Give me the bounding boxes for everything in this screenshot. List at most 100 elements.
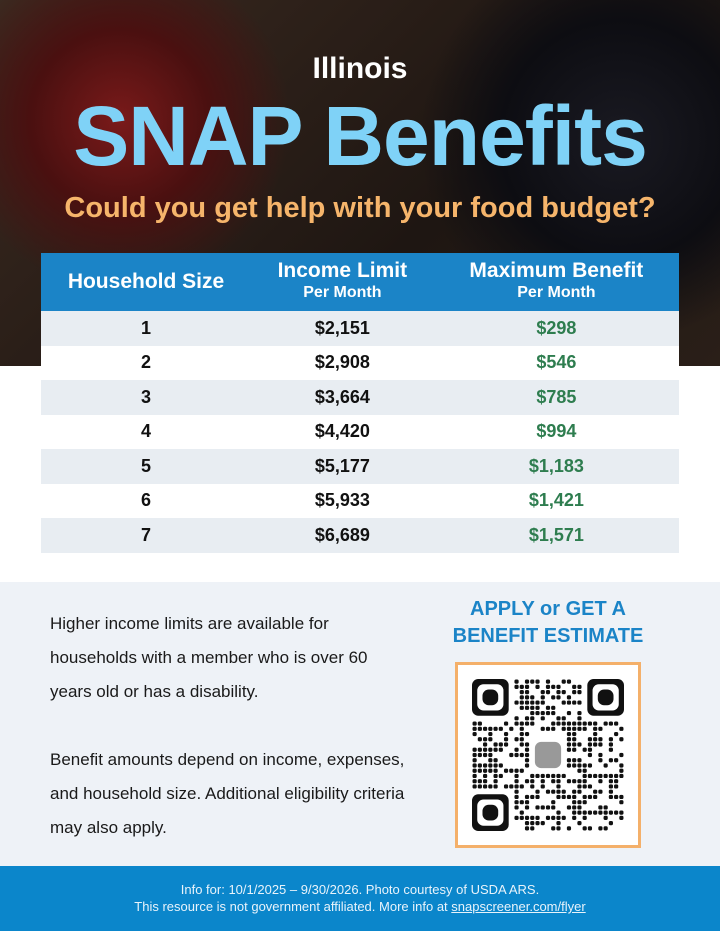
qr-module: [551, 705, 556, 710]
qr-module: [608, 784, 613, 789]
qr-module: [514, 716, 519, 721]
qr-module: [540, 716, 545, 721]
household-size-cell: 2: [41, 345, 251, 380]
qr-module: [603, 810, 608, 815]
qr-module: [551, 800, 556, 805]
qr-module: [472, 784, 477, 789]
qr-module: [477, 779, 482, 784]
qr-module: [493, 768, 498, 773]
qr-module: [514, 747, 519, 752]
table-row: 5 $5,177 $1,183: [41, 449, 679, 484]
qr-module: [556, 690, 561, 695]
qr-module: [498, 742, 503, 747]
qr-module: [566, 742, 572, 747]
qr-module: [598, 773, 603, 779]
max-benefit-cell: $546: [433, 345, 679, 380]
qr-module: [519, 815, 524, 820]
qr-module: [509, 768, 514, 773]
qr-module: [598, 810, 603, 815]
footer-link[interactable]: snapscreener.com/flyer: [451, 899, 586, 914]
qr-module: [509, 784, 514, 789]
qr-module: [608, 821, 613, 826]
qr-module: [530, 784, 535, 789]
qr-module: [535, 705, 540, 710]
income-limit-cell: $3,664: [251, 380, 434, 415]
qr-module: [545, 705, 551, 710]
qr-module: [561, 794, 566, 800]
qr-module: [572, 815, 577, 820]
qr-module: [587, 763, 593, 768]
income-limit-cell: $5,177: [251, 449, 434, 484]
qr-module: [582, 747, 587, 752]
qr-module: [483, 773, 488, 779]
qr-module: [509, 726, 514, 731]
qr-module: [514, 779, 519, 784]
qr-module: [608, 810, 613, 815]
qr-module: [582, 826, 587, 831]
header-max-benefit: Maximum Benefit Per Month: [433, 253, 679, 311]
qr-module: [608, 742, 613, 747]
max-benefit-cell: $1,571: [433, 518, 679, 553]
qr-module: [493, 726, 498, 731]
qr-module: [566, 700, 572, 705]
qr-module: [530, 773, 535, 779]
qr-module: [556, 721, 561, 726]
qr-module: [524, 690, 530, 695]
qr-module: [577, 710, 582, 716]
qr-module: [519, 700, 524, 705]
qr-module: [488, 784, 493, 789]
qr-module: [608, 721, 613, 726]
qr-module: [530, 679, 535, 684]
qr-module: [524, 752, 530, 758]
qr-module: [598, 789, 603, 794]
qr-module: [493, 747, 498, 752]
qr-module: [582, 779, 587, 784]
qr-finder-center: [482, 804, 499, 821]
qr-code-image[interactable]: [472, 679, 624, 831]
qr-module: [556, 716, 561, 721]
qr-module: [587, 721, 593, 726]
qr-module: [587, 810, 593, 815]
qr-module: [519, 737, 524, 742]
qr-module: [577, 742, 582, 747]
table-row: 1 $2,151 $298: [41, 311, 679, 346]
qr-module: [572, 690, 577, 695]
qr-module: [524, 821, 530, 826]
qr-module: [556, 684, 561, 689]
qr-module: [530, 700, 535, 705]
qr-code[interactable]: [455, 662, 641, 848]
qr-module: [614, 779, 619, 784]
qr-module: [519, 768, 524, 773]
qr-module: [545, 773, 551, 779]
qr-module: [472, 763, 477, 768]
qr-module: [603, 826, 608, 831]
qr-module: [572, 763, 577, 768]
qr-module: [577, 821, 582, 826]
qr-module: [514, 679, 519, 684]
info-para-2: Benefit amounts depend on income, expens…: [50, 750, 405, 837]
qr-module: [587, 737, 593, 742]
qr-module: [572, 700, 577, 705]
qr-module: [488, 726, 493, 731]
qr-module: [608, 737, 613, 742]
qr-module: [483, 752, 488, 758]
qr-module: [477, 721, 482, 726]
qr-module: [566, 779, 572, 784]
qr-module: [551, 684, 556, 689]
qr-module: [556, 815, 561, 820]
qr-module: [556, 821, 561, 826]
qr-module: [593, 737, 598, 742]
max-benefit-cell: $1,421: [433, 483, 679, 518]
qr-module: [530, 826, 535, 831]
qr-module: [514, 805, 519, 810]
qr-module: [614, 794, 619, 800]
qr-module: [551, 826, 556, 831]
table-row: 4 $4,420 $994: [41, 414, 679, 449]
qr-module: [530, 821, 535, 826]
qr-module: [593, 742, 598, 747]
qr-module: [540, 821, 545, 826]
qr-module: [488, 763, 493, 768]
qr-module: [493, 773, 498, 779]
apply-heading: APPLY or GET A BENEFIT ESTIMATE: [452, 598, 644, 647]
qr-module: [503, 784, 509, 789]
